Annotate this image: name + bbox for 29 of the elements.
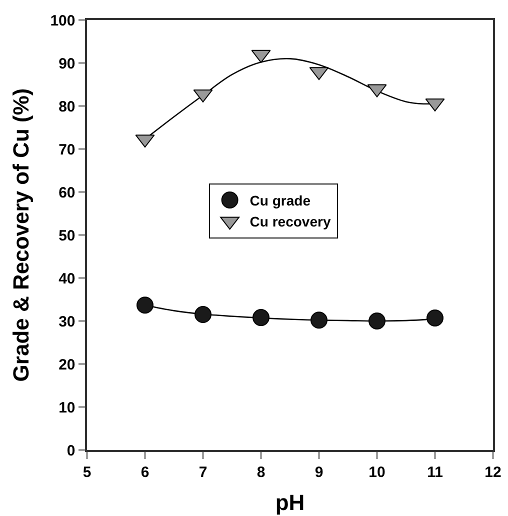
y-tick-label: 0 xyxy=(66,442,76,460)
point xyxy=(136,296,154,314)
y-tick-label: 30 xyxy=(58,313,76,330)
y-tick-label: 80 xyxy=(58,98,76,116)
x-tick-label: 9 xyxy=(314,464,324,481)
y-tick-label: 20 xyxy=(58,356,76,374)
y-tick-label: 100 xyxy=(50,12,76,30)
point xyxy=(194,306,212,324)
y-tick-label: 90 xyxy=(58,55,76,72)
y-tick-label: 10 xyxy=(58,399,76,416)
legend-label: Cu recovery xyxy=(250,214,331,230)
legend-label: Cu grade xyxy=(250,192,311,208)
y-tick-label: 50 xyxy=(58,227,76,244)
y-tick-label: 70 xyxy=(58,141,76,158)
x-tick-label: 5 xyxy=(82,464,92,481)
x-tick-label: 11 xyxy=(427,464,443,481)
y-tick-label: 60 xyxy=(58,184,76,202)
x-tick-label: 10 xyxy=(368,464,386,481)
x-tick-label: 6 xyxy=(140,464,150,481)
point xyxy=(310,312,328,329)
x-tick-label: 8 xyxy=(256,464,266,481)
x-tick-label: 12 xyxy=(484,464,502,481)
point xyxy=(426,309,444,326)
y-axis-title: Grade & Recovery of Cu (%) xyxy=(8,88,34,382)
x-axis-title: pH xyxy=(275,490,305,516)
y-tick-label: 40 xyxy=(58,270,76,288)
x-tick-label: 7 xyxy=(198,464,208,481)
point xyxy=(368,312,386,330)
point xyxy=(252,309,270,326)
